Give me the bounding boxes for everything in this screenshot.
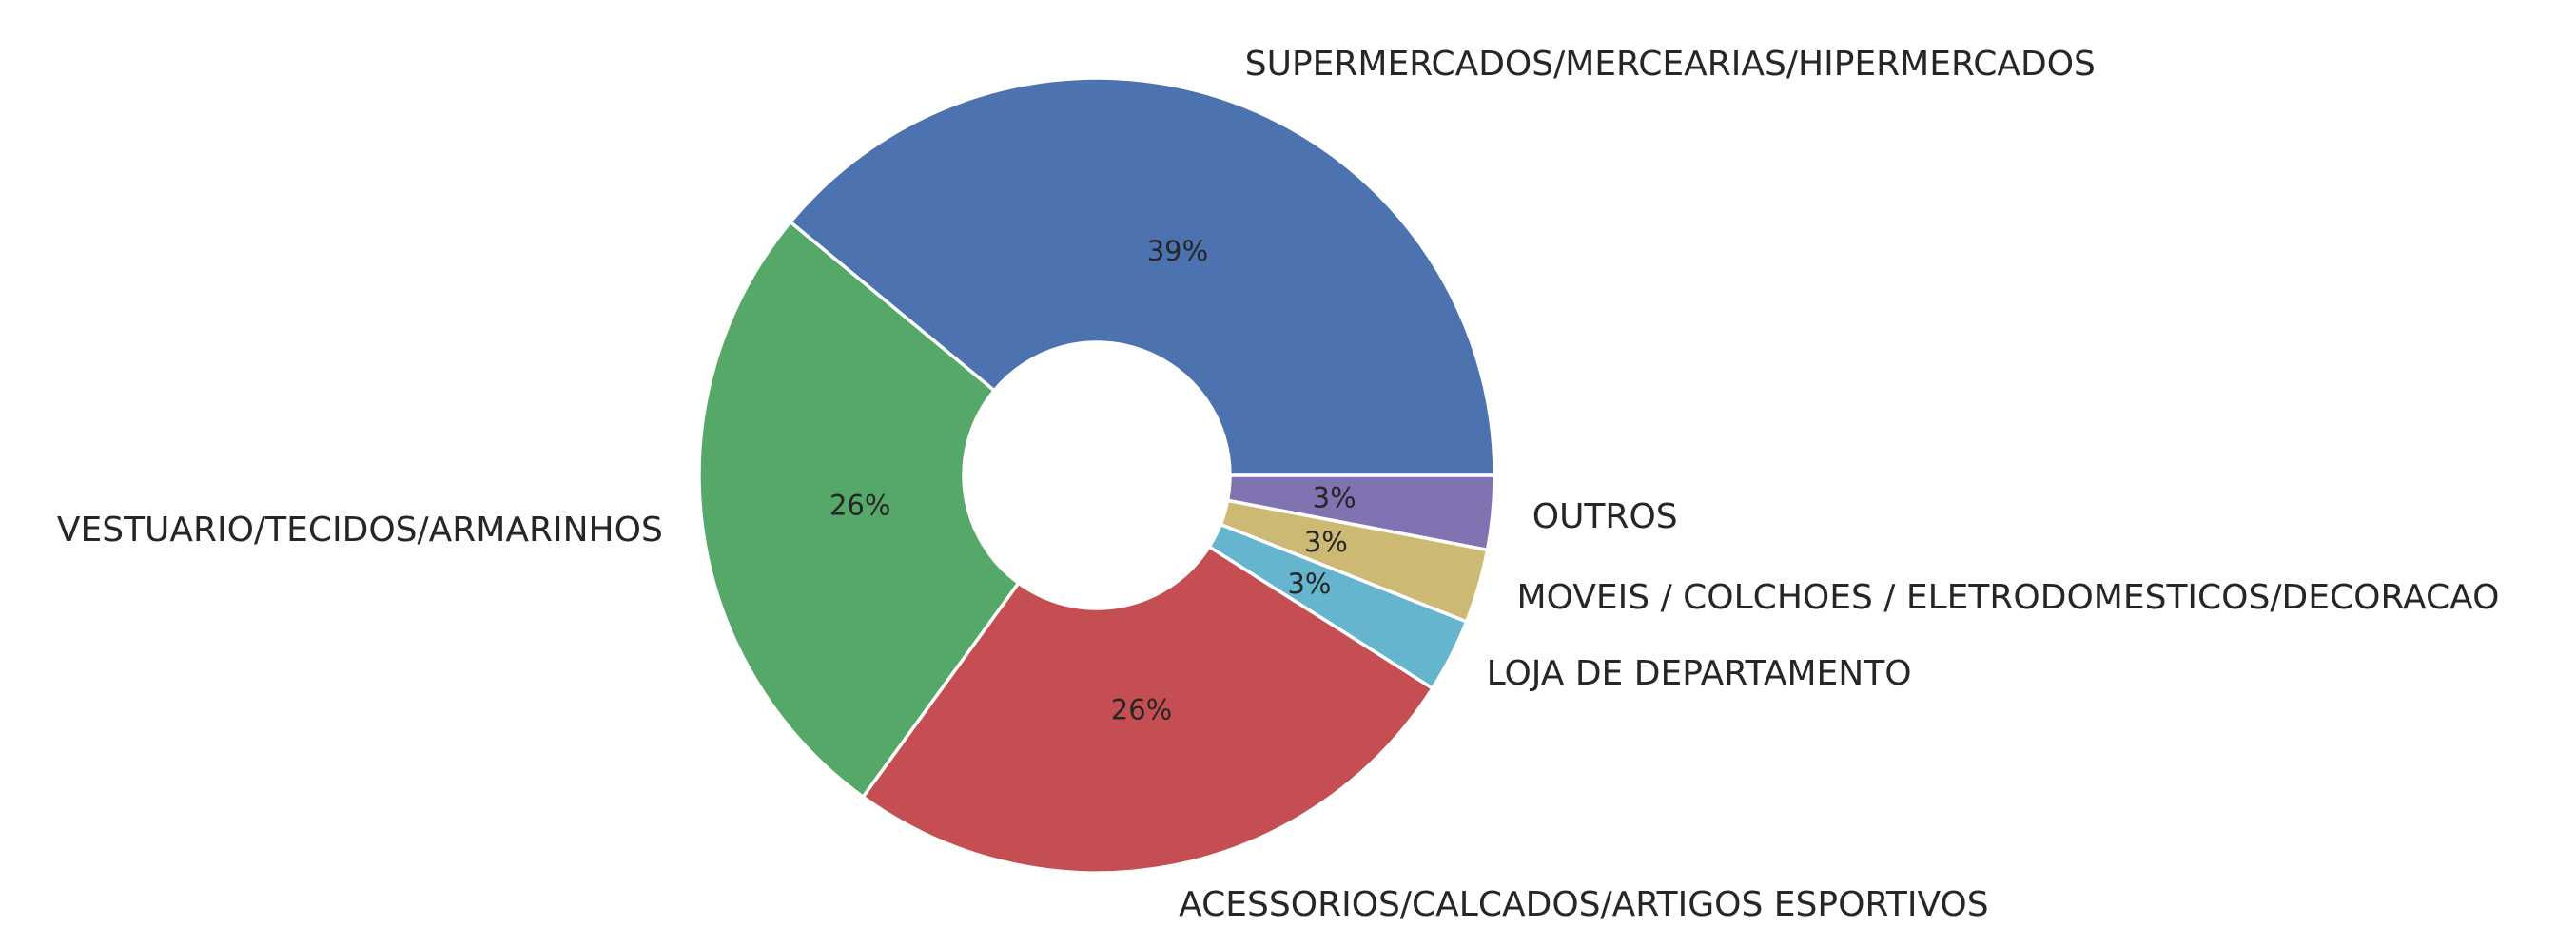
slice-acessorios-calcados-artigos-esportivos — [861, 545, 1434, 875]
category-label-outros: OUTROS — [1532, 497, 1678, 536]
percent-label-moveis-colchoes-eletrodomesticos-decoracao: 3% — [1304, 526, 1348, 558]
percent-label-outros: 3% — [1313, 482, 1356, 514]
percent-label-loja-de-departamento: 3% — [1287, 568, 1331, 600]
category-label-acessorios-calcados-artigos-esportivos: ACESSORIOS/CALCADOS/ARTIGOS ESPORTIVOS — [1179, 885, 1988, 924]
category-label-supermercados-mercearias-hipermercados: SUPERMERCADOS/MERCEARIAS/HIPERMERCADOS — [1245, 45, 2096, 84]
slice-supermercados-mercearias-hipermercados — [789, 76, 1496, 477]
slice-vestuario-tecidos-armarinhos — [697, 220, 1021, 799]
category-label-loja-de-departamento: LOJA DE DEPARTAMENTO — [1487, 654, 1912, 693]
percent-label-acessorios-calcados-artigos-esportivos: 26% — [1111, 693, 1172, 725]
slice-outros — [1225, 473, 1496, 552]
percent-label-supermercados-mercearias-hipermercados: 39% — [1147, 235, 1208, 267]
category-labels-layer: SUPERMERCADOS/MERCEARIAS/HIPERMERCADOS VE… — [57, 45, 2500, 924]
category-label-moveis-colchoes-eletrodomesticos-decoracao: MOVEIS / COLCHOES / ELETRODOMESTICOS/DEC… — [1517, 578, 2500, 617]
category-label-vestuario-tecidos-armarinhos: VESTUARIO/TECIDOS/ARMARINHOS — [57, 511, 663, 550]
slices-layer — [697, 76, 1496, 875]
percent-label-vestuario-tecidos-armarinhos: 26% — [829, 489, 890, 521]
percent-labels-layer: 39% 26% 26% 3% 3% 3% — [829, 235, 1356, 725]
